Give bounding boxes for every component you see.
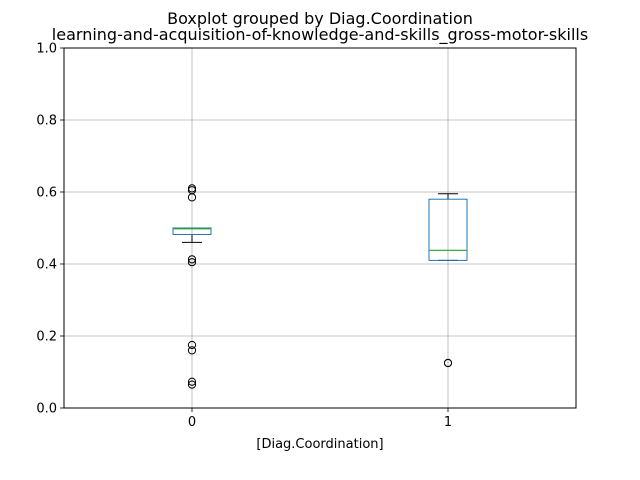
y-tick-label: 0.8 (36, 114, 57, 129)
x-tick-label: 0 (188, 415, 196, 430)
box-group-1 (428, 193, 468, 368)
boxes (172, 184, 468, 389)
grid-lines (64, 47, 576, 409)
chart-suptitle: Boxplot grouped by Diag.Coordination (167, 9, 473, 28)
y-tick-label: 0.6 (36, 186, 57, 201)
box-group-0 (172, 184, 212, 389)
outlier-point (187, 255, 197, 264)
x-axis-label: [Diag.Coordination] (256, 437, 383, 452)
outlier-point (187, 346, 197, 355)
plot-area-frame (63, 47, 577, 409)
chart-title: learning-and-acquisition-of-knowledge-an… (52, 25, 588, 45)
axis-ticks: 0.0 0.2 0.4 0.6 0.8 1.0 0 1 (36, 42, 452, 431)
outlier-point (187, 380, 197, 389)
box-iqr (428, 198, 468, 261)
outlier-point (187, 340, 197, 350)
outlier-point (187, 258, 197, 267)
outlier-point (187, 193, 197, 202)
y-tick-label: 0.0 (36, 402, 57, 417)
outlier-point (187, 377, 197, 386)
outlier-point (443, 358, 453, 368)
y-tick-label: 1.0 (36, 42, 57, 57)
box-iqr (172, 227, 212, 235)
y-tick-label: 0.2 (36, 330, 57, 345)
y-tick-label: 0.4 (36, 258, 57, 273)
x-tick-label: 1 (444, 415, 452, 430)
